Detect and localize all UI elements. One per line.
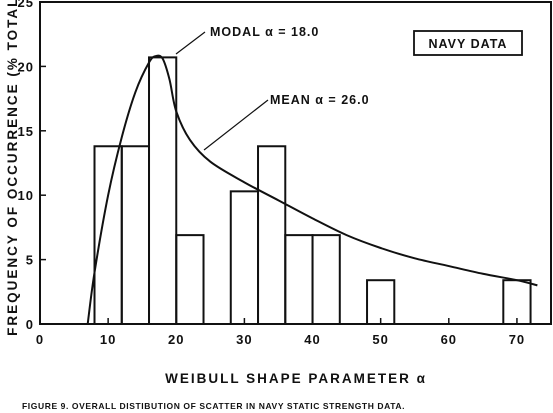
- x-axis-ticks: 0 10 20 30 40 50 60 70: [36, 318, 525, 347]
- legend-label: NAVY DATA: [429, 37, 508, 51]
- x-tick-label-2: 20: [168, 332, 184, 347]
- y-axis-label: FREQUENCY OF OCCURRENCE (% TOTAL): [5, 0, 20, 336]
- y-axis-ticks: 0 5 10 15 20 25: [18, 0, 46, 332]
- histogram-bar-1: [120, 145, 151, 325]
- histogram-bar-0: [93, 145, 123, 325]
- histogram-bar-3: [175, 234, 205, 326]
- histogram-bar-8: [366, 279, 396, 326]
- histogram-bar-7: [311, 234, 341, 326]
- histogram-bar-4: [229, 190, 260, 325]
- x-tick-label-5: 50: [372, 332, 388, 347]
- histogram-bar-9: [502, 279, 532, 326]
- figure-caption: FIGURE 9. OVERALL DISTIBUTION OF SCATTER…: [22, 401, 405, 411]
- y-tick-label-4: 20: [18, 59, 34, 74]
- x-tick-label-6: 60: [441, 332, 457, 347]
- y-tick-label-3: 15: [18, 124, 34, 139]
- x-tick-label-4: 40: [304, 332, 320, 347]
- y-tick-label-0: 0: [26, 317, 34, 332]
- modal-leader-line: [175, 31, 206, 55]
- histogram-bar-6: [284, 234, 314, 326]
- histogram-bar-5: [257, 145, 287, 325]
- y-tick-label-5: 25: [18, 0, 34, 10]
- x-tick-label-0: 0: [36, 332, 44, 347]
- modal-annotation: MODAL α = 18.0: [210, 25, 319, 39]
- histogram-bars: [93, 56, 532, 326]
- x-tick-label-7: 70: [509, 332, 525, 347]
- y-tick-label-2: 10: [18, 188, 34, 203]
- legend-box: [413, 30, 523, 56]
- y-tick-label-1: 5: [26, 253, 34, 268]
- mean-leader-line: [203, 99, 269, 151]
- x-tick-label-1: 10: [100, 332, 116, 347]
- fitted-curve: [86, 54, 538, 325]
- x-tick-label-3: 30: [236, 332, 252, 347]
- mean-annotation: MEAN α = 26.0: [270, 93, 370, 107]
- x-axis-label: WEIBULL SHAPE PARAMETER α: [165, 371, 427, 386]
